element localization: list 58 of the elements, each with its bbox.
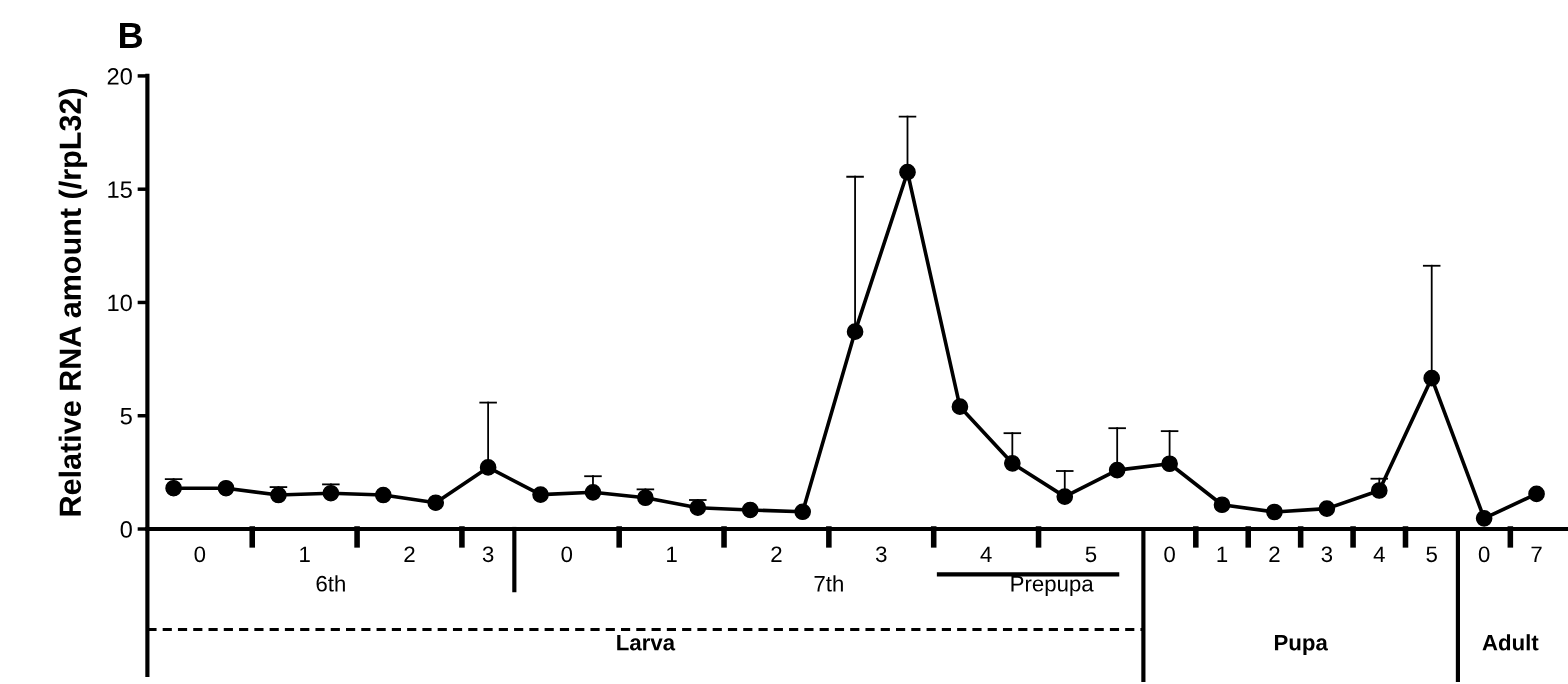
y-tick-label: 15	[108, 181, 132, 198]
point	[741, 501, 759, 519]
point	[1056, 488, 1074, 505]
text: 1	[300, 546, 310, 562]
point	[1213, 496, 1231, 514]
point	[1266, 503, 1283, 521]
point	[270, 486, 287, 504]
text: 4	[980, 546, 992, 562]
text: 2	[1269, 546, 1280, 562]
point	[374, 486, 392, 504]
text: Adult	[1482, 634, 1539, 651]
point	[1004, 454, 1021, 472]
point	[532, 486, 549, 503]
y-tick-label: 10	[108, 294, 132, 312]
point	[217, 479, 235, 497]
text: 2	[771, 546, 782, 562]
point	[637, 489, 654, 507]
y-tick-label: 20	[107, 67, 132, 85]
text: 2	[404, 546, 415, 562]
point	[1528, 485, 1545, 503]
point	[584, 483, 602, 501]
point	[1423, 369, 1441, 387]
point	[899, 163, 916, 181]
point	[322, 484, 340, 502]
chart-title: B	[120, 23, 143, 48]
y-tick-label: 5	[120, 408, 132, 425]
point	[1475, 510, 1493, 527]
y-axis-title: Relative RNA amount (/rpL32)	[58, 88, 88, 516]
point	[794, 503, 811, 521]
point	[689, 499, 707, 517]
text: Prepupa	[1011, 576, 1094, 596]
text: 0	[561, 546, 573, 563]
text: 4	[1373, 546, 1385, 562]
text: 3	[482, 546, 494, 563]
point	[1108, 461, 1126, 479]
text: 6th	[316, 575, 345, 592]
text: 0	[1478, 546, 1490, 563]
text: 5	[1085, 546, 1097, 563]
text: 1	[1217, 546, 1228, 562]
point	[427, 494, 445, 512]
text: 0	[1164, 546, 1175, 563]
point	[479, 459, 497, 476]
text: 7th	[814, 575, 843, 592]
point	[846, 323, 864, 341]
text: Pupa	[1274, 635, 1328, 655]
text: 7	[1531, 546, 1542, 562]
text: 3	[1321, 546, 1333, 563]
text: 1	[667, 546, 677, 562]
point	[1370, 482, 1388, 499]
point	[1161, 455, 1178, 473]
point	[951, 398, 969, 416]
point	[1318, 500, 1336, 517]
point	[165, 479, 182, 497]
text: 0	[194, 546, 206, 563]
text: 5	[1426, 546, 1437, 563]
y-tick-label: 0	[120, 521, 132, 538]
text: Larva	[617, 635, 676, 651]
text: 3	[875, 546, 887, 563]
